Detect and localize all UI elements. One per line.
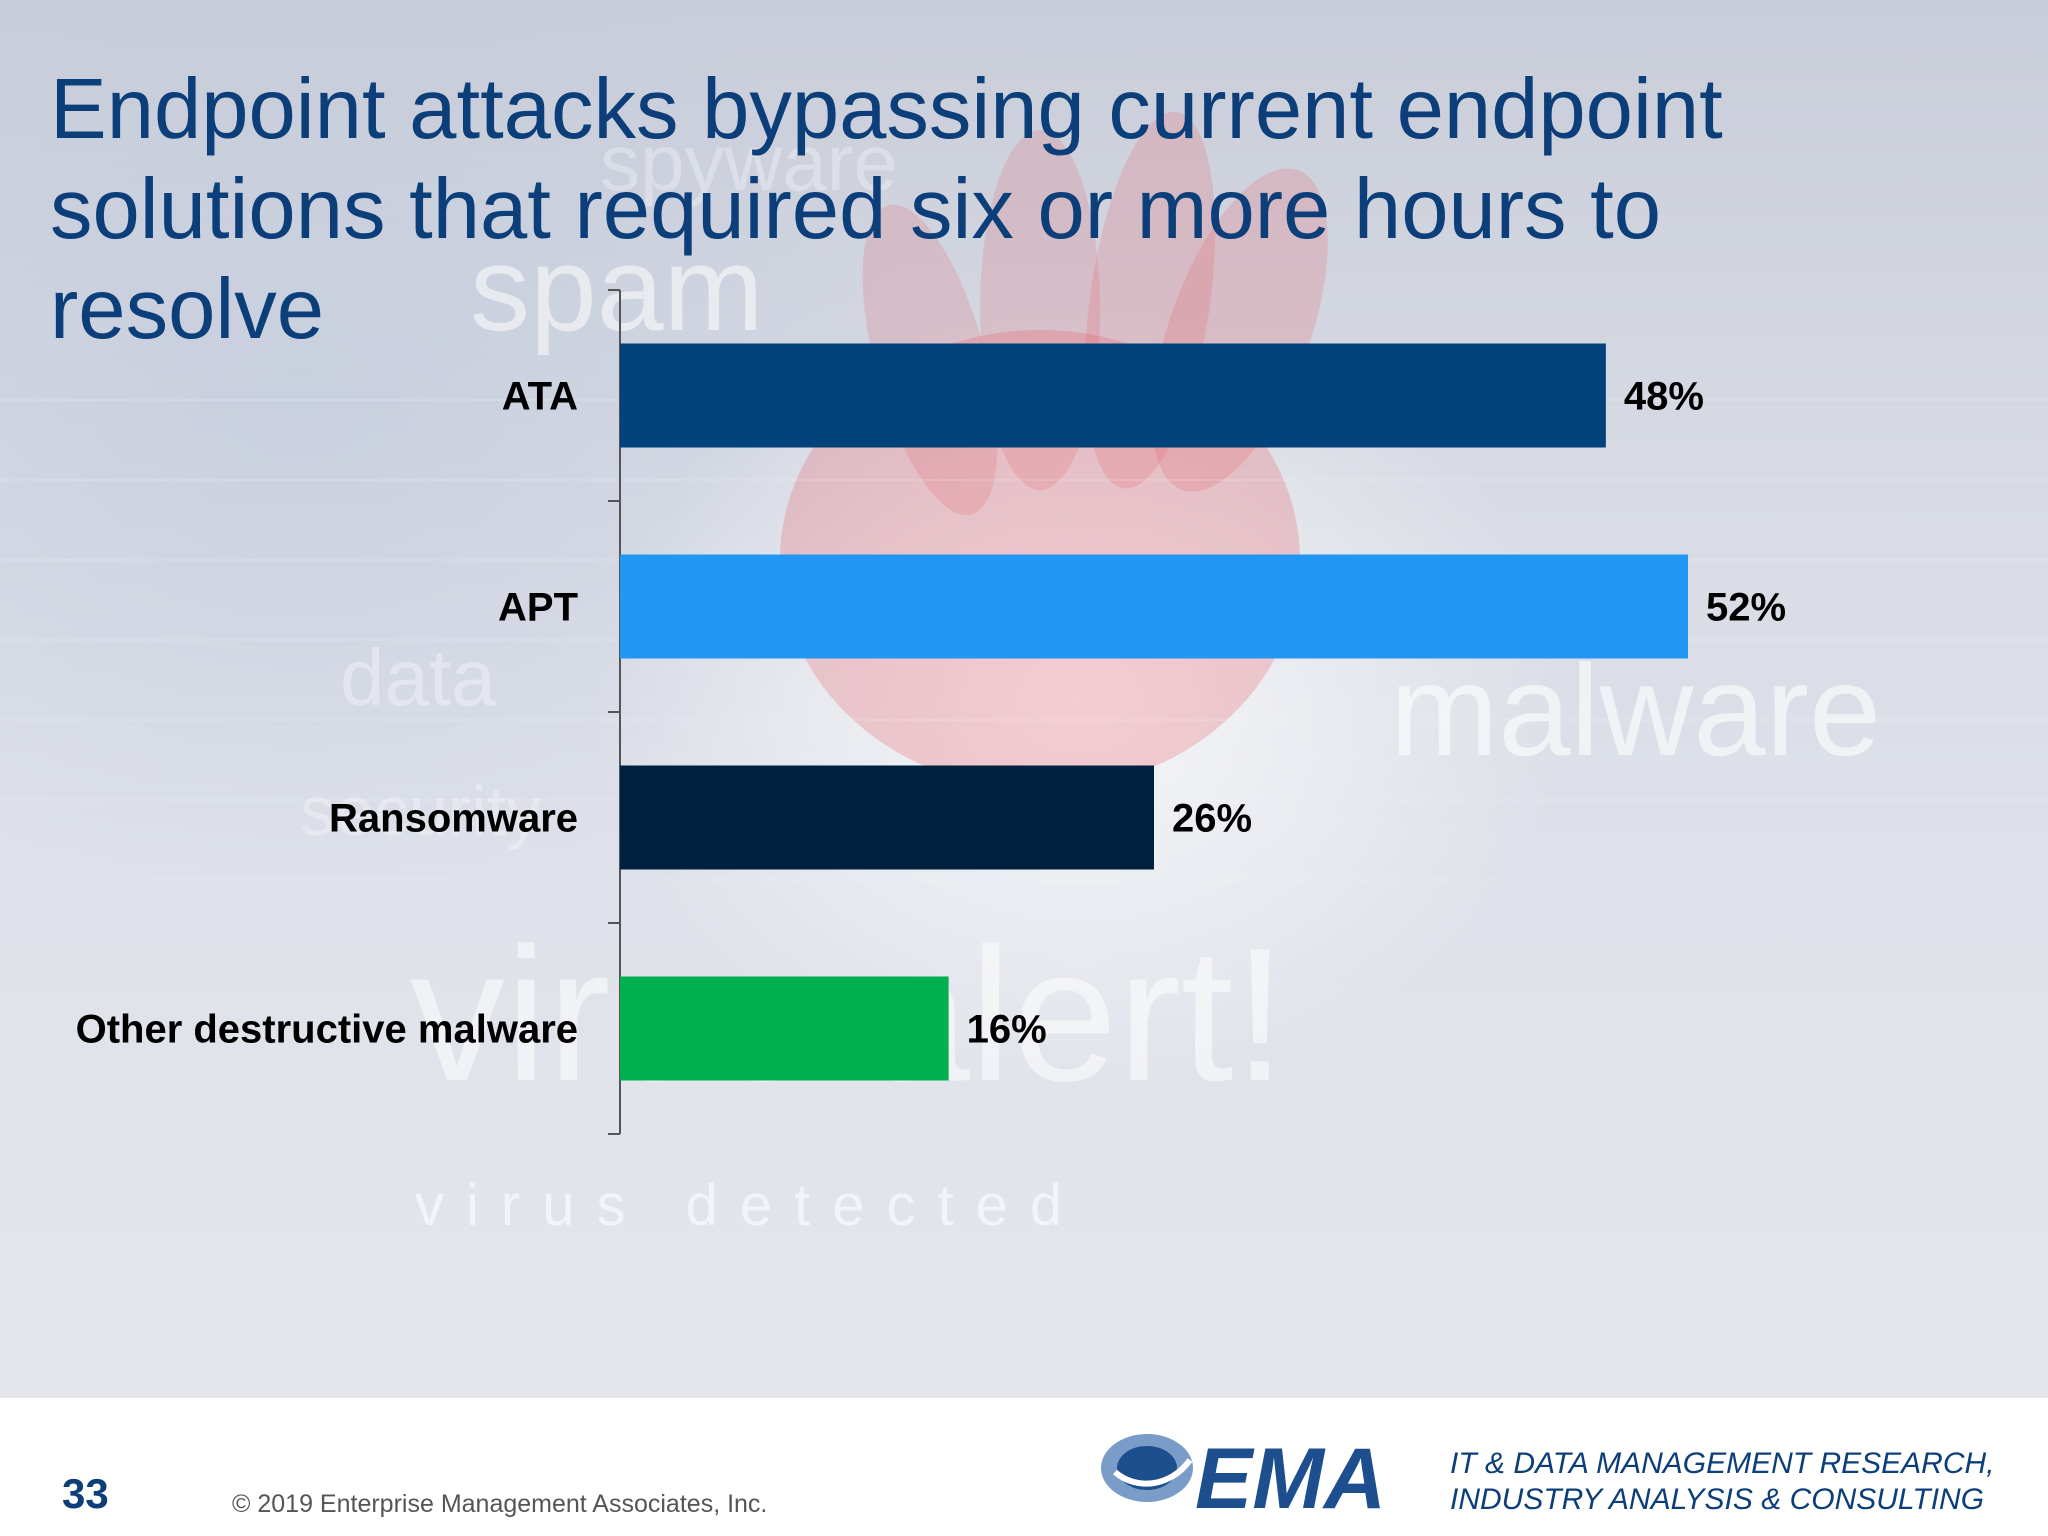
category-label: Other destructive malware bbox=[76, 1008, 578, 1052]
value-label: 26% bbox=[1172, 797, 1252, 841]
watermark-virus-detected: virus detected bbox=[415, 1173, 1084, 1238]
bar-other-destructive-malware bbox=[620, 976, 949, 1081]
value-label: 48% bbox=[1624, 375, 1704, 419]
watermark-data: data bbox=[340, 633, 496, 722]
bar-ransomware bbox=[620, 765, 1154, 870]
bar-chart: ATA 48% APT 52% Ransomware 26% Other destructi… bbox=[76, 289, 1786, 1135]
watermark-spyware: spyware bbox=[600, 118, 898, 207]
value-label: 52% bbox=[1706, 586, 1786, 630]
footer: 33 © 2019 Enterprise Management Associat… bbox=[0, 1398, 2048, 1536]
tagline: IT & DATA MANAGEMENT RESEARCH, INDUSTRY … bbox=[1450, 1446, 1995, 1518]
bar-apt bbox=[620, 554, 1688, 659]
category-label: APT bbox=[498, 586, 578, 630]
tagline-line-2: INDUSTRY ANALYSIS & CONSULTING bbox=[1450, 1483, 1985, 1516]
value-label: 16% bbox=[967, 1008, 1047, 1052]
category-label: Ransomware bbox=[329, 797, 578, 841]
slide-background: spam malware virus alert! virus detected… bbox=[0, 0, 2048, 1398]
watermark-security: security bbox=[300, 772, 541, 850]
slide-title: Endpoint attacks bypassing current endpo… bbox=[50, 62, 1723, 357]
copyright-notice: © 2019 Enterprise Management Associates,… bbox=[232, 1490, 768, 1518]
tagline-line-1: IT & DATA MANAGEMENT RESEARCH, bbox=[1450, 1447, 1995, 1480]
ema-logo: EMA bbox=[1101, 1431, 1386, 1520]
bar-ata bbox=[620, 343, 1606, 448]
watermark-malware: malware bbox=[1390, 637, 1881, 783]
category-label: ATA bbox=[502, 375, 578, 419]
svg-text:EMA: EMA bbox=[1195, 1431, 1386, 1520]
page-number: 33 bbox=[62, 1470, 109, 1517]
